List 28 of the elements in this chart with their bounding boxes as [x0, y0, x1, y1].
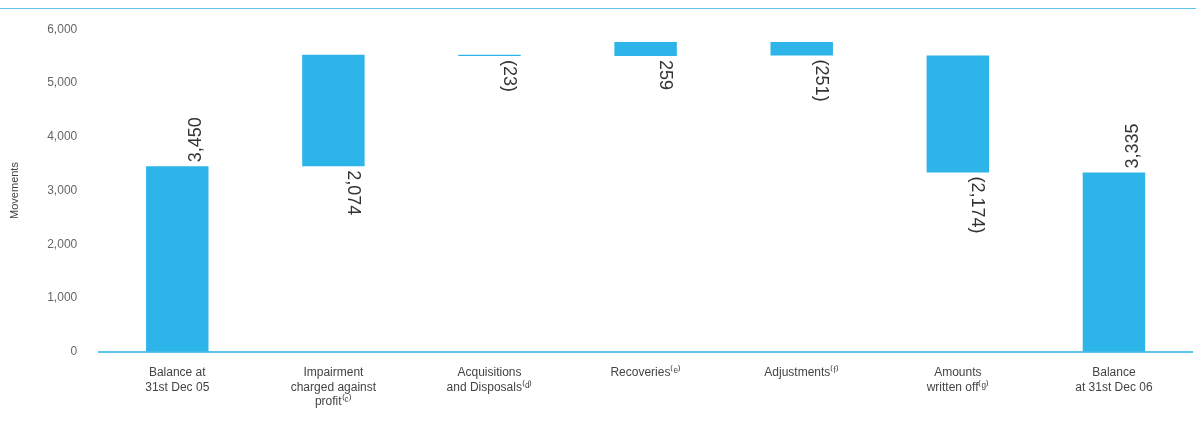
x-tick-label: Recoveries⁽ᵉ⁾ — [610, 365, 681, 380]
y-tick-label: 0 — [70, 344, 78, 359]
data-label: 3,450 — [185, 117, 206, 163]
bar — [770, 42, 833, 56]
y-tick-label: 1,000 — [47, 290, 78, 305]
data-label: (23) — [499, 60, 520, 93]
data-label: 3,335 — [1122, 123, 1143, 169]
data-label: (2,174) — [968, 176, 989, 234]
y-tick-label: 5,000 — [47, 75, 78, 90]
data-label: 2,074 — [343, 170, 364, 216]
bar — [614, 42, 677, 57]
y-tick-label: 6,000 — [47, 21, 78, 36]
x-tick-label: Balance at 31st Dec 06 — [1075, 365, 1153, 394]
y-axis-title: Movements — [7, 161, 20, 219]
bar — [302, 54, 365, 167]
x-tick-label: Acquisitions and Disposals⁽ᵈ⁾ — [446, 365, 533, 394]
y-tick-label: 4,000 — [47, 129, 78, 144]
bar — [926, 55, 990, 173]
y-tick-label: 3,000 — [47, 182, 78, 197]
x-tick-label: Adjustments⁽ᶠ⁾ — [764, 365, 840, 380]
y-tick-label: 2,000 — [47, 236, 78, 251]
data-label: 259 — [655, 60, 676, 91]
x-tick-label: Impairment charged against profit⁽ᶜ⁾ — [290, 365, 377, 409]
bar — [146, 166, 209, 352]
x-tick-label: Balance at 31st Dec 05 — [145, 365, 210, 394]
data-label: (251) — [811, 59, 832, 102]
bar — [1082, 172, 1146, 352]
x-tick-label: Amounts written off⁽ᵍ⁾ — [925, 365, 989, 394]
